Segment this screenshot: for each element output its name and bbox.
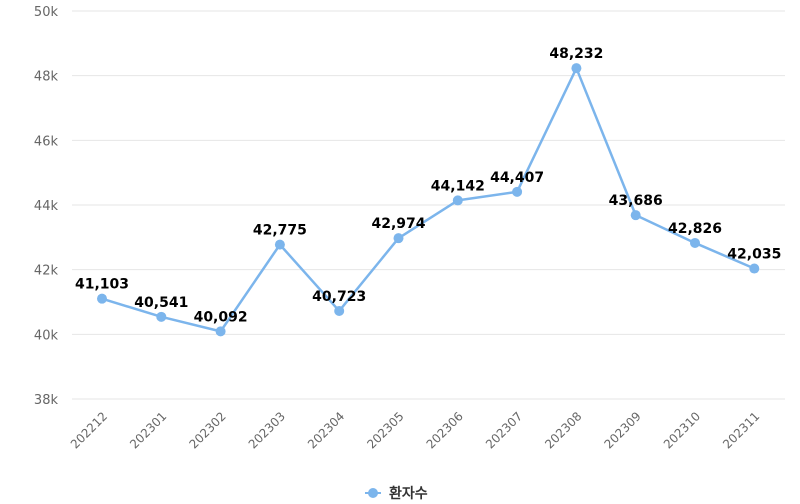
series-layer (97, 63, 760, 337)
data-label: 42,974 (371, 216, 425, 232)
data-point[interactable] (97, 293, 107, 304)
y-tick-label: 50k (34, 5, 59, 20)
series-line (101, 66, 755, 333)
x-tick-label: 202310 (661, 409, 703, 451)
data-label: 40,723 (312, 289, 366, 305)
data-point[interactable] (630, 210, 641, 221)
x-tick-label: 202302 (186, 409, 228, 451)
y-tick-label: 40k (34, 328, 59, 343)
data-label: 40,541 (134, 295, 188, 311)
data-point[interactable] (512, 186, 523, 197)
x-tick-label: 202303 (246, 409, 288, 451)
data-point[interactable] (215, 326, 226, 337)
data-label: 42,826 (668, 221, 722, 237)
x-tick-label: 202307 (483, 409, 525, 451)
x-tick-label: 202304 (305, 409, 347, 451)
data-point[interactable] (156, 311, 167, 322)
legend[interactable]: 환자수 (365, 485, 428, 502)
x-tick-label: 202212 (68, 409, 110, 451)
y-tick-label: 42k (34, 264, 59, 279)
data-point[interactable] (452, 195, 463, 206)
data-label: 43,686 (609, 193, 663, 209)
data-point[interactable] (571, 63, 582, 74)
data-point[interactable] (749, 263, 760, 274)
x-tick-label: 202306 (424, 409, 466, 451)
data-point[interactable] (690, 237, 700, 248)
x-tick-label: 202301 (127, 409, 169, 451)
data-label: 41,103 (75, 277, 129, 293)
data-label: 42,035 (727, 247, 781, 263)
x-axis-tick-labels: 202212 202301 202302 202303 202304 202305 2023… (68, 409, 763, 451)
x-tick-label: 202308 (542, 409, 584, 451)
data-point[interactable] (274, 239, 285, 250)
data-label: 48,232 (549, 46, 603, 62)
data-label: 42,775 (253, 223, 307, 239)
y-tick-label: 38k (34, 393, 59, 408)
y-axis-tick-labels: 38k 40k 42k 44k 46k 48k 50k (34, 5, 59, 408)
data-label: 44,142 (431, 178, 485, 194)
y-tick-label: 44k (34, 199, 59, 214)
data-label: 40,092 (194, 309, 248, 325)
data-point[interactable] (334, 305, 345, 316)
grid-lines (72, 10, 785, 400)
data-point[interactable] (393, 233, 404, 244)
x-tick-label: 202309 (602, 409, 644, 451)
legend-marker-icon (368, 488, 378, 498)
data-labels: 41,103 40,541 40,092 42,775 40,723 42,974 44,1… (75, 46, 781, 325)
data-label: 44,407 (490, 170, 544, 186)
x-tick-label: 202311 (720, 409, 762, 451)
legend-series-name: 환자수 (389, 485, 428, 502)
y-tick-label: 48k (34, 70, 59, 85)
y-tick-label: 46k (34, 134, 59, 149)
x-tick-label: 202305 (364, 409, 406, 451)
